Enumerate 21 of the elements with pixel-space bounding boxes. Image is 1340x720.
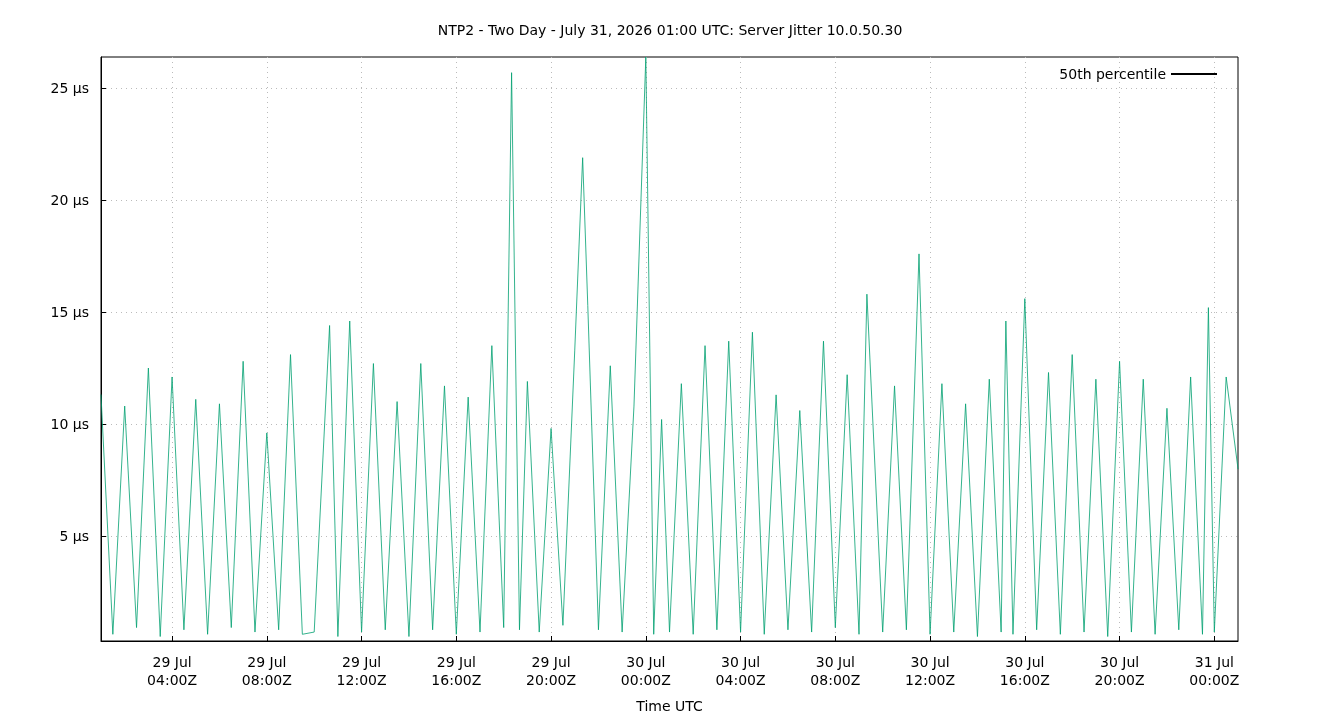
x-tick-label: 30 Jul 20:00Z — [1094, 654, 1145, 688]
x-tick-label: 30 Jul 16:00Z — [999, 654, 1050, 688]
y-tick-label: 5 µs — [59, 527, 89, 544]
line-series — [100, 56, 1239, 637]
y-tick-label: 25 µs — [50, 80, 89, 97]
x-tick-label: 29 Jul 16:00Z — [431, 654, 482, 688]
x-tick-label: 29 Jul 08:00Z — [241, 654, 292, 688]
x-tick-label: 30 Jul 08:00Z — [810, 654, 861, 688]
y-tick-label: 20 µs — [50, 192, 89, 209]
x-tick-label: 30 Jul 04:00Z — [715, 654, 766, 688]
x-axis-title: Time UTC — [635, 698, 703, 714]
y-tick-label: 15 µs — [50, 304, 89, 321]
x-tick-label: 29 Jul 04:00Z — [147, 654, 198, 688]
x-tick-label: 29 Jul 12:00Z — [336, 654, 387, 688]
x-tick-label: 31 Jul 00:00Z — [1189, 654, 1240, 688]
x-tick-label: 30 Jul 12:00Z — [905, 654, 956, 688]
x-tick-label: 29 Jul 20:00Z — [526, 654, 577, 688]
y-tick-label: 10 µs — [50, 415, 89, 432]
chart-title: NTP2 - Two Day - July 31, 2026 01:00 UTC: Server Jitter 10.0.50.30 — [437, 22, 903, 38]
legend-label: 50th percentile — [1059, 66, 1166, 82]
x-tick-label: 30 Jul 00:00Z — [620, 654, 671, 688]
